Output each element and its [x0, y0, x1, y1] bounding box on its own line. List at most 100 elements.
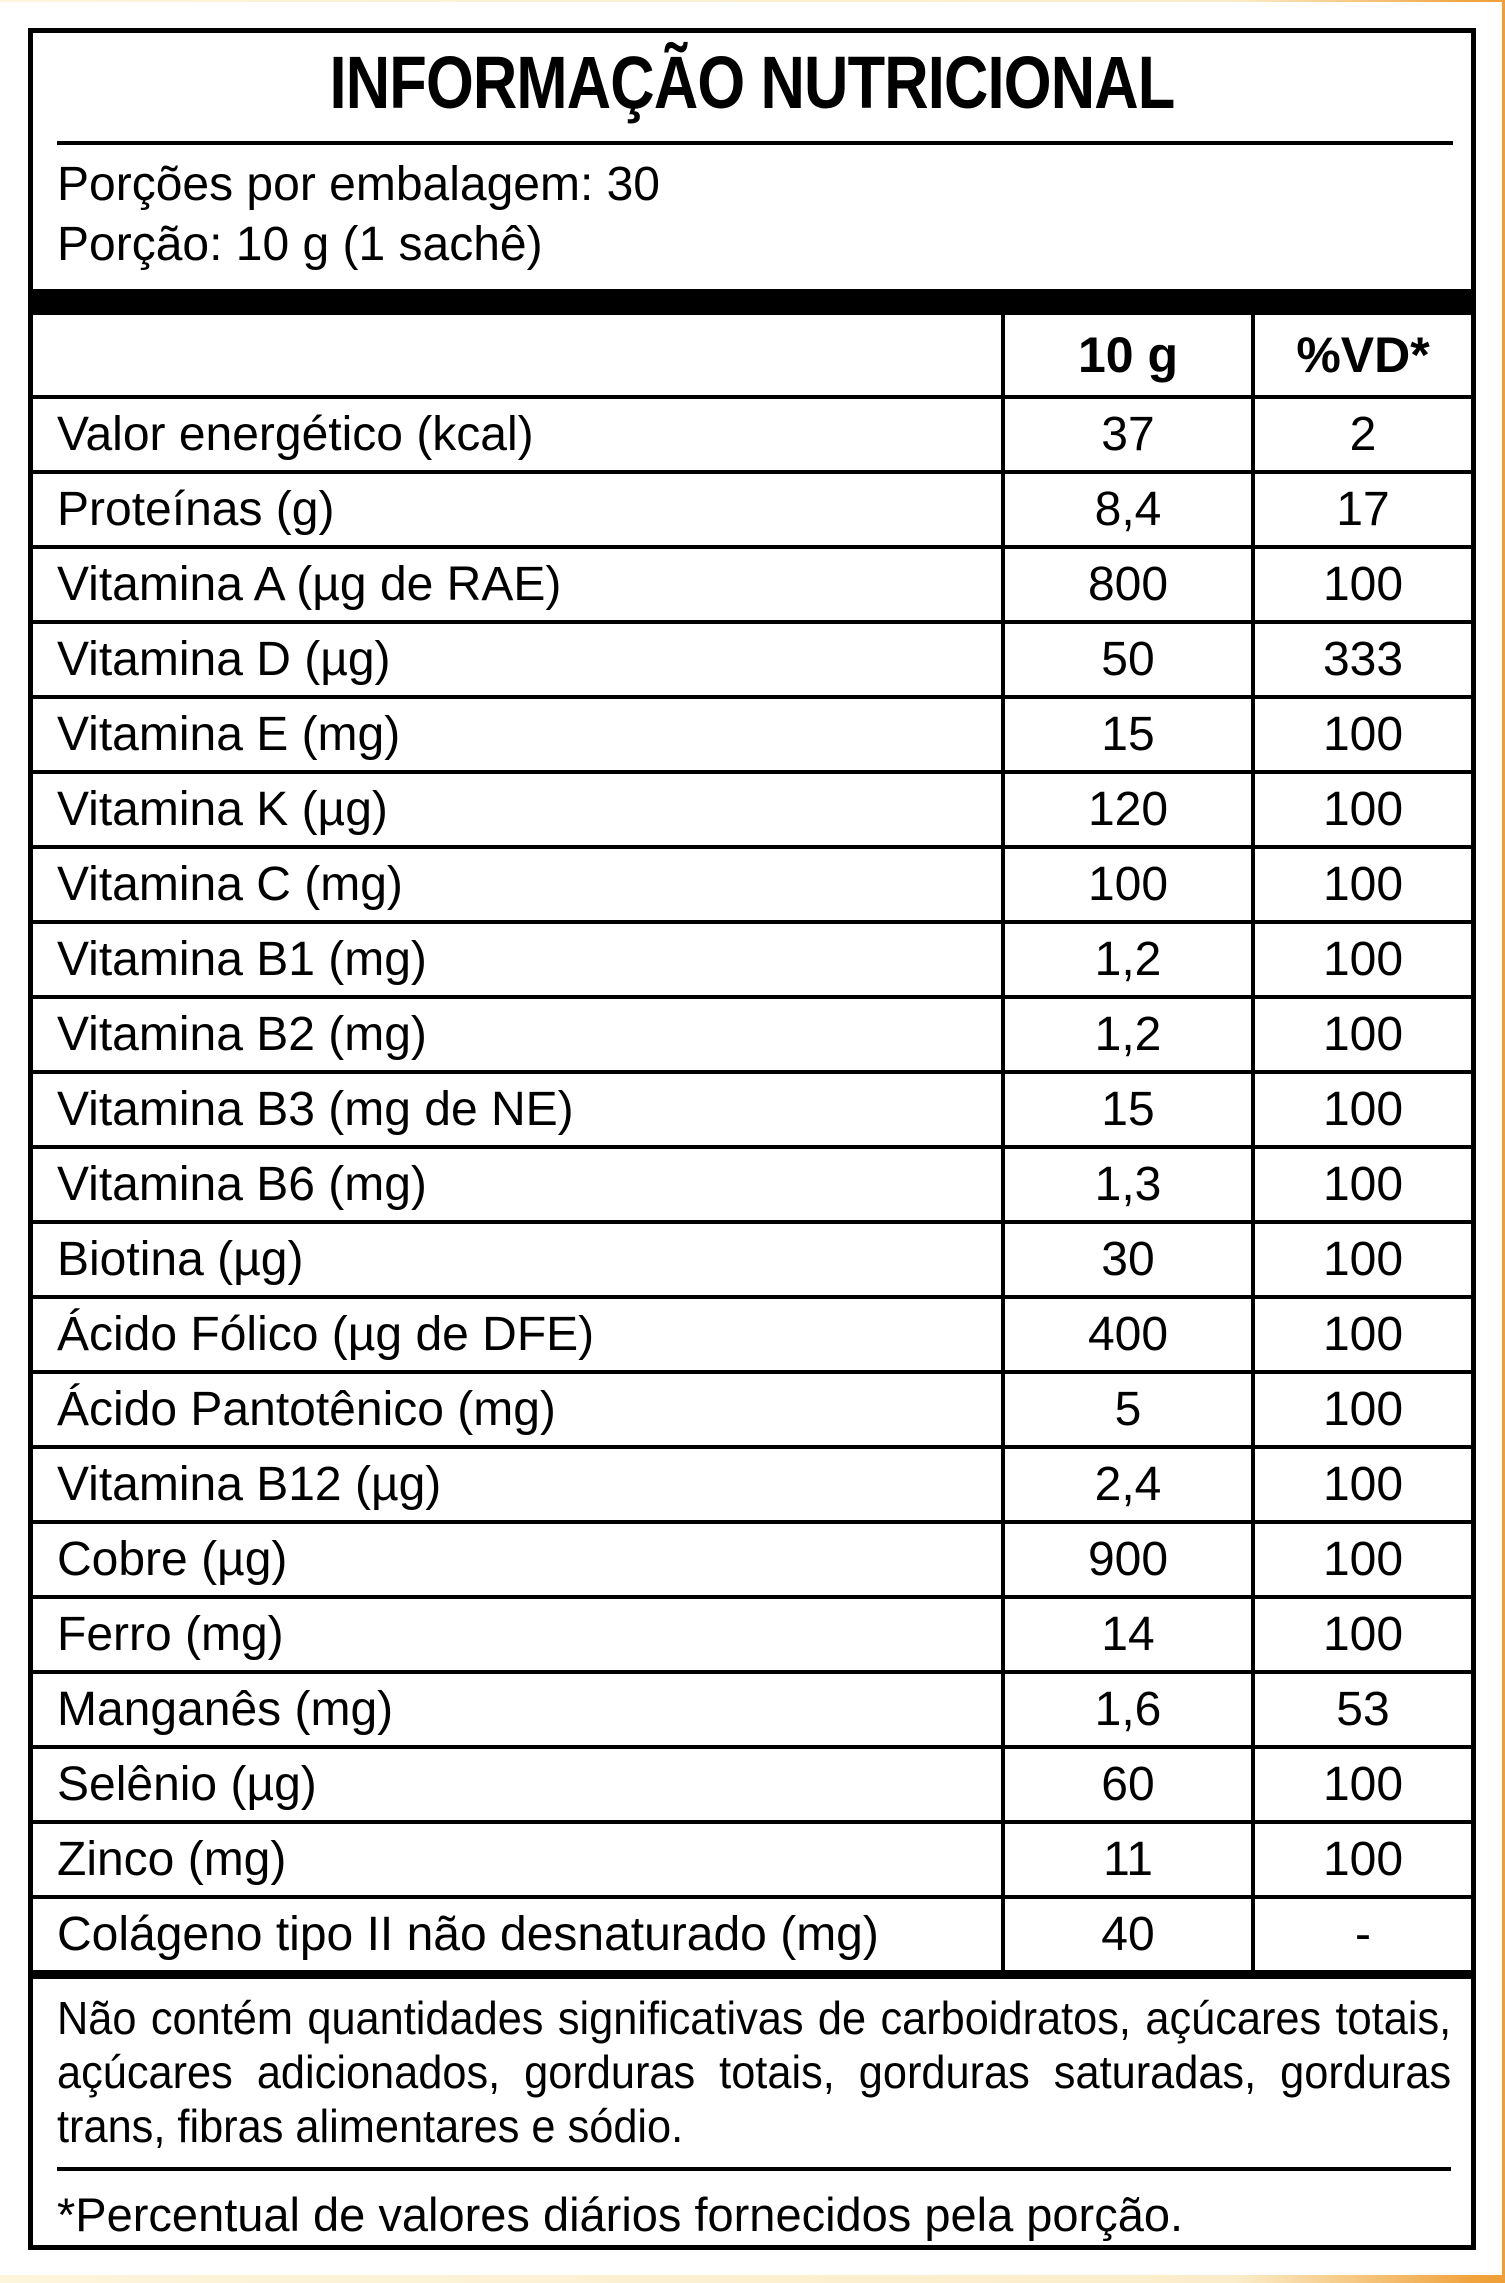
nutrient-dv: -: [1251, 1899, 1471, 1970]
nutrient-amount: 40: [1001, 1899, 1251, 1970]
nutrient-row: Ácido Pantotênico (mg) 5 100: [33, 1370, 1471, 1445]
nutrient-name: Vitamina B12 (µg): [57, 1458, 442, 1511]
column-header-amount: 10 g: [1001, 315, 1251, 395]
nutrient-name: Manganês (mg): [57, 1683, 394, 1736]
nutrient-amount: 50: [1001, 624, 1251, 695]
nutrient-name: Vitamina B1 (mg): [57, 933, 427, 986]
nutrient-dv: 100: [1251, 1074, 1471, 1145]
nutrient-name: Vitamina A (µg de RAE): [57, 558, 562, 611]
nutrient-dv: 53: [1251, 1674, 1471, 1745]
nutrient-row: Proteínas (g) 8,4 17: [33, 470, 1471, 545]
nutrient-row: Selênio (µg) 60 100: [33, 1745, 1471, 1820]
nutrient-amount: 15: [1001, 699, 1251, 770]
nutrient-name: Vitamina B6 (mg): [57, 1158, 427, 1211]
nutrient-name: Vitamina C (mg): [57, 858, 403, 911]
nutrient-name: Vitamina D (µg): [57, 633, 391, 686]
nutrient-row: Vitamina B1 (mg) 1,2 100: [33, 920, 1471, 995]
nutrient-amount: 14: [1001, 1599, 1251, 1670]
servings-per-package: Porções por embalagem: 30: [57, 158, 660, 211]
nutrient-row: Vitamina B2 (mg) 1,2 100: [33, 995, 1471, 1070]
nutrient-name: Valor energético (kcal): [57, 408, 534, 461]
nutrient-name: Cobre (µg): [57, 1533, 288, 1586]
serving-size: Porção: 10 g (1 sachê): [57, 218, 543, 271]
nutrient-dv: 100: [1251, 849, 1471, 920]
nutrient-row: Vitamina C (mg) 100 100: [33, 845, 1471, 920]
nutrient-dv: 100: [1251, 549, 1471, 620]
nutrient-dv: 100: [1251, 1524, 1471, 1595]
column-header-dv: %VD*: [1251, 315, 1471, 395]
nutrient-amount: 400: [1001, 1299, 1251, 1370]
nutrient-name: Vitamina B3 (mg de NE): [57, 1083, 574, 1136]
nutrient-amount: 37: [1001, 399, 1251, 470]
nutrient-name: Selênio (µg): [57, 1758, 317, 1811]
nutrient-amount: 30: [1001, 1224, 1251, 1295]
serving-info: Porções por embalagem: 30 Porção: 10 g (…: [57, 155, 1447, 275]
nutrient-row: Valor energético (kcal) 37 2: [33, 395, 1471, 470]
nutrient-row: Manganês (mg) 1,6 53: [33, 1670, 1471, 1745]
nutrient-name: Vitamina E (mg): [57, 708, 401, 761]
nutrient-name: Ferro (mg): [57, 1608, 284, 1661]
nutrient-dv: 100: [1251, 1449, 1471, 1520]
nutrient-rows: Valor energético (kcal) 37 2 Proteínas (…: [33, 395, 1471, 1970]
nutrient-row: Biotina (µg) 30 100: [33, 1220, 1471, 1295]
table-header-row: 10 g %VD*: [33, 315, 1471, 395]
nutrient-dv: 100: [1251, 1149, 1471, 1220]
nutrient-dv: 100: [1251, 1749, 1471, 1820]
daily-value-footnote: *Percentual de valores diários fornecido…: [57, 2188, 1184, 2241]
nutrient-row: Colágeno tipo II não desnaturado (mg) 40…: [33, 1895, 1471, 1970]
table-bottom-bar: [33, 1970, 1471, 1979]
nutrient-row: Vitamina D (µg) 50 333: [33, 620, 1471, 695]
header-spacer: [33, 315, 1001, 395]
nutrient-amount: 1,2: [1001, 999, 1251, 1070]
nutrient-dv: 100: [1251, 699, 1471, 770]
panel-title: INFORMAÇÃO NUTRICIONAL: [329, 41, 1176, 124]
nutrient-dv: 17: [1251, 474, 1471, 545]
nutrient-name: Ácido Fólico (µg de DFE): [57, 1308, 595, 1361]
nutrient-amount: 1,3: [1001, 1149, 1251, 1220]
nutrient-amount: 900: [1001, 1524, 1251, 1595]
nutrient-dv: 100: [1251, 1599, 1471, 1670]
nutrient-row: Vitamina B12 (µg) 2,4 100: [33, 1445, 1471, 1520]
nutrient-amount: 1,6: [1001, 1674, 1251, 1745]
nutrient-name: Vitamina K (µg): [57, 783, 388, 836]
nutrient-dv: 100: [1251, 1824, 1471, 1895]
nutrient-name: Ácido Pantotênico (mg): [57, 1383, 556, 1436]
nutrient-row: Vitamina B6 (mg) 1,3 100: [33, 1145, 1471, 1220]
nutrient-dv: 100: [1251, 1299, 1471, 1370]
nutrient-amount: 60: [1001, 1749, 1251, 1820]
nutrient-dv: 100: [1251, 1374, 1471, 1445]
nutrient-amount: 11: [1001, 1824, 1251, 1895]
nutrient-amount: 1,2: [1001, 924, 1251, 995]
nutrient-name: Proteínas (g): [57, 483, 335, 536]
nutrient-row: Zinco (mg) 11 100: [33, 1820, 1471, 1895]
nutrient-amount: 100: [1001, 849, 1251, 920]
nutrient-row: Vitamina E (mg) 15 100: [33, 695, 1471, 770]
nutrient-dv: 2: [1251, 399, 1471, 470]
nutrient-amount: 120: [1001, 774, 1251, 845]
nutrient-amount: 8,4: [1001, 474, 1251, 545]
nutrient-dv: 333: [1251, 624, 1471, 695]
nutrient-amount: 15: [1001, 1074, 1251, 1145]
no-significant-amounts-note: Não contém quantidades significativas de…: [57, 1992, 1452, 2152]
nutrient-row: Ácido Fólico (µg de DFE) 400 100: [33, 1295, 1471, 1370]
nutrient-dv: 100: [1251, 999, 1471, 1070]
nutrient-name: Zinco (mg): [57, 1833, 287, 1886]
nutrient-amount: 2,4: [1001, 1449, 1251, 1520]
nutrient-dv: 100: [1251, 924, 1471, 995]
nutrient-name: Colágeno tipo II não desnaturado (mg): [57, 1908, 879, 1961]
header-separator-bar: [33, 289, 1471, 315]
nutrient-dv: 100: [1251, 1224, 1471, 1295]
title-divider-rule: [57, 141, 1453, 145]
nutrient-row: Ferro (mg) 14 100: [33, 1595, 1471, 1670]
nutrient-amount: 800: [1001, 549, 1251, 620]
footnote-divider-rule: [57, 2167, 1451, 2171]
nutrient-amount: 5: [1001, 1374, 1251, 1445]
nutrient-row: Cobre (µg) 900 100: [33, 1520, 1471, 1595]
nutrient-row: Vitamina A (µg de RAE) 800 100: [33, 545, 1471, 620]
nutrient-row: Vitamina B3 (mg de NE) 15 100: [33, 1070, 1471, 1145]
nutrient-dv: 100: [1251, 774, 1471, 845]
nutrient-name: Vitamina B2 (mg): [57, 1008, 427, 1061]
nutrient-row: Vitamina K (µg) 120 100: [33, 770, 1471, 845]
nutrition-facts-panel: INFORMAÇÃO NUTRICIONAL Porções por embal…: [28, 28, 1476, 2250]
